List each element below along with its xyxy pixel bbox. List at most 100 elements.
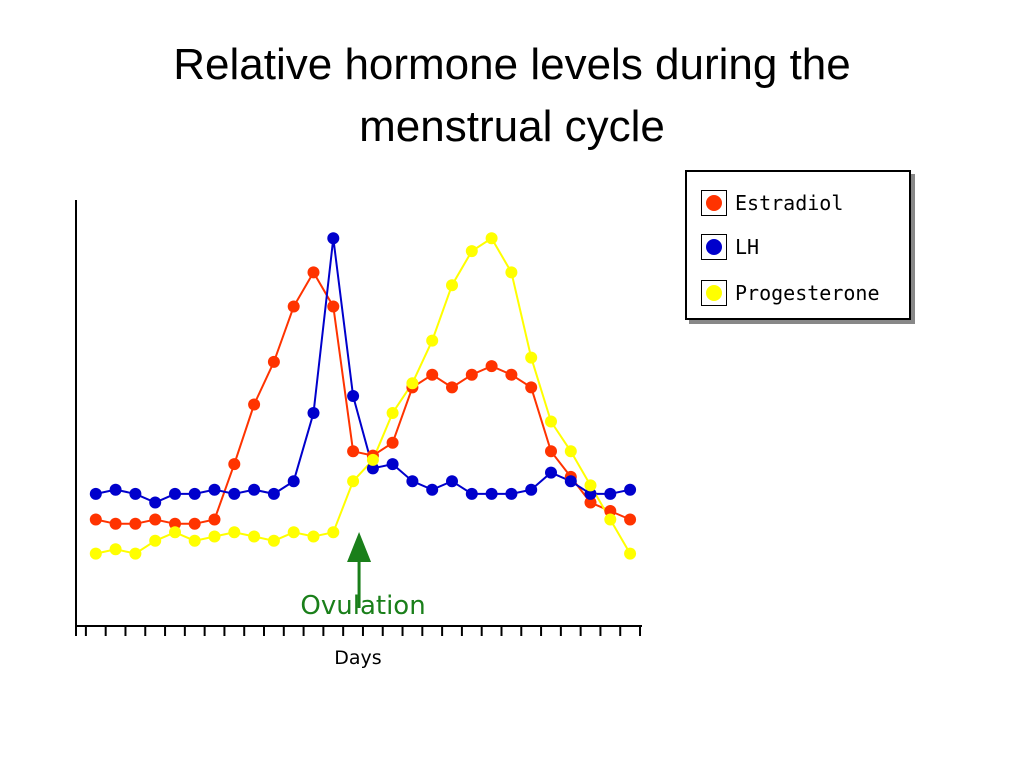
title-line-2: menstrual cycle	[359, 102, 665, 151]
data-point-estradiol	[446, 381, 458, 394]
data-point-lh	[267, 487, 280, 500]
data-point-estradiol	[347, 445, 360, 458]
data-point-estradiol	[307, 266, 320, 279]
data-point-lh	[347, 390, 360, 402]
data-point-progesterone	[465, 245, 478, 258]
data-point-progesterone	[129, 547, 142, 560]
data-point-progesterone	[446, 279, 458, 292]
data-point-progesterone	[426, 334, 439, 347]
data-point-estradiol	[426, 368, 439, 381]
data-point-lh	[129, 487, 142, 500]
data-point-estradiol	[109, 517, 122, 530]
data-point-estradiol	[584, 496, 597, 509]
data-point-lh	[465, 487, 478, 500]
data-point-estradiol	[149, 513, 162, 526]
data-point-progesterone	[188, 534, 201, 547]
data-point-lh	[426, 483, 439, 496]
data-point-estradiol	[525, 381, 538, 394]
data-point-progesterone	[624, 547, 637, 560]
data-point-lh	[327, 232, 340, 245]
data-point-estradiol	[267, 355, 280, 368]
data-point-progesterone	[366, 453, 379, 466]
data-point-lh	[406, 475, 419, 488]
data-point-lh	[604, 487, 617, 500]
data-point-lh	[386, 458, 399, 471]
data-point-lh	[248, 483, 261, 496]
legend-swatch-estradiol	[701, 190, 727, 216]
data-point-lh	[149, 496, 162, 509]
legend-swatch-lh	[701, 234, 727, 260]
chart-legend: Estradiol LH Progesterone	[685, 170, 911, 320]
data-point-estradiol	[228, 458, 241, 471]
data-point-progesterone	[525, 351, 538, 364]
series-line-lh	[95, 238, 631, 504]
title-line-1: Relative hormone levels during the	[173, 40, 851, 89]
data-point-progesterone	[267, 534, 280, 547]
data-point-progesterone	[307, 530, 320, 543]
legend-item-estradiol: Estradiol	[701, 188, 843, 218]
data-point-progesterone	[89, 547, 102, 560]
data-point-estradiol	[505, 368, 518, 381]
legend-item-lh: LH	[701, 232, 759, 262]
data-point-progesterone	[347, 475, 360, 488]
x-axis-label: Days	[334, 647, 381, 669]
data-point-estradiol	[624, 513, 637, 526]
data-point-estradiol	[327, 300, 340, 313]
data-point-progesterone	[169, 526, 181, 539]
data-point-progesterone	[564, 445, 577, 458]
data-point-lh	[169, 487, 181, 500]
data-point-progesterone	[584, 479, 597, 492]
legend-label-progesterone: Progesterone	[735, 281, 880, 305]
data-point-lh	[228, 487, 241, 500]
slide-title: Relative hormone levels during the menst…	[0, 34, 1024, 158]
data-point-progesterone	[485, 232, 498, 245]
data-point-progesterone	[109, 543, 122, 556]
data-point-lh	[624, 483, 637, 496]
data-point-lh	[366, 462, 379, 475]
data-point-progesterone	[208, 530, 221, 543]
data-point-estradiol	[465, 368, 478, 381]
data-point-estradiol	[208, 513, 221, 526]
data-point-progesterone	[228, 526, 241, 539]
data-point-lh	[287, 475, 300, 488]
data-point-progesterone	[604, 513, 617, 526]
data-point-progesterone	[545, 415, 557, 428]
legend-item-progesterone: Progesterone	[701, 278, 880, 308]
series-line-progesterone	[95, 236, 631, 555]
data-point-estradiol	[485, 360, 498, 373]
data-point-progesterone	[327, 526, 340, 539]
data-point-lh	[446, 475, 458, 488]
series-line-estradiol	[95, 270, 631, 525]
data-point-progesterone	[248, 530, 261, 543]
series-points	[89, 232, 637, 560]
data-point-estradiol	[188, 517, 201, 530]
data-point-lh	[188, 487, 201, 500]
ovulation-label: Ovulation	[300, 591, 425, 621]
data-point-progesterone	[406, 377, 419, 390]
data-point-lh	[485, 487, 498, 500]
data-point-lh	[545, 466, 557, 479]
data-point-estradiol	[386, 436, 399, 449]
ovulation-arrow-head	[347, 532, 372, 562]
legend-label-estradiol: Estradiol	[735, 191, 844, 215]
data-point-lh	[208, 483, 221, 496]
data-point-progesterone	[287, 526, 300, 539]
chart-axes	[75, 200, 642, 636]
legend-label-lh: LH	[735, 235, 760, 259]
data-point-lh	[584, 487, 597, 500]
data-point-lh	[109, 483, 122, 496]
data-point-estradiol	[287, 300, 300, 313]
data-point-lh	[89, 487, 102, 500]
data-point-lh	[525, 483, 538, 496]
series-lines	[95, 236, 631, 555]
data-point-lh	[307, 407, 320, 419]
ovulation-annotation: Ovulation	[300, 532, 426, 621]
data-point-estradiol	[545, 445, 557, 458]
data-point-estradiol	[129, 517, 142, 530]
data-point-lh	[564, 475, 577, 488]
data-point-progesterone	[505, 266, 518, 279]
data-point-estradiol	[248, 398, 261, 411]
data-point-progesterone	[386, 407, 399, 419]
data-point-estradiol	[604, 505, 617, 517]
